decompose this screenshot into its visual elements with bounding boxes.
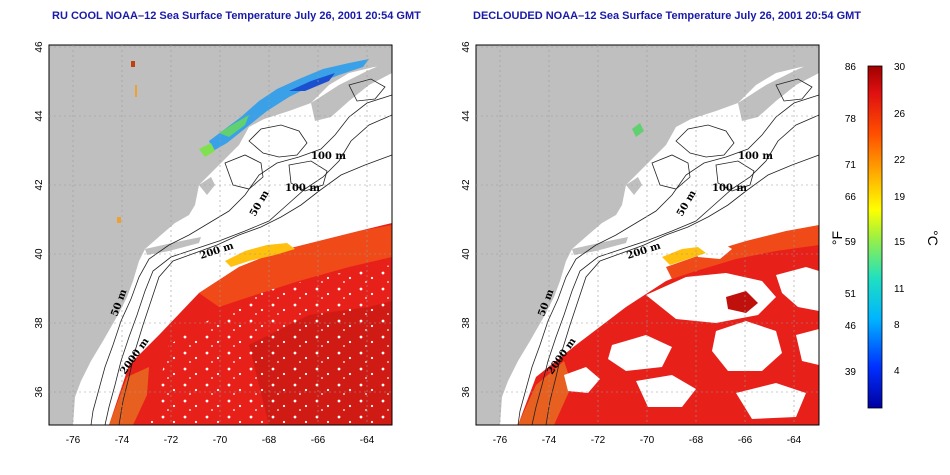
celsius-tick: 22	[894, 155, 906, 166]
y-tick: 42	[34, 179, 45, 191]
right-y-axis: 46 44 42 40 38 36	[461, 41, 472, 398]
x-tick: -76	[493, 435, 508, 446]
celsius-tick: 15	[894, 237, 906, 248]
y-tick: 36	[461, 386, 472, 398]
y-tick: 40	[461, 248, 472, 260]
x-tick: -70	[640, 435, 655, 446]
fahrenheit-tick: 46	[845, 321, 857, 332]
celsius-tick: 11	[894, 284, 905, 295]
contour-label-100m-b: 100 m	[712, 183, 747, 194]
left-panel-title: RU COOL NOAA–12 Sea Surface Temperature …	[52, 10, 421, 22]
colorbar: 86 78 71 66 59 51 46 39 30 26 22 19 15 1…	[829, 62, 941, 409]
y-tick: 38	[34, 317, 45, 329]
fahrenheit-unit-label: °F	[829, 231, 845, 245]
x-tick: -66	[738, 435, 753, 446]
fahrenheit-tick: 39	[845, 367, 857, 378]
y-tick: 42	[461, 179, 472, 191]
fahrenheit-tick: 51	[845, 289, 857, 300]
right-map-panel: 100 m 100 m 50 m 200 m 50 m 2000 m	[475, 44, 820, 426]
x-tick: -68	[689, 435, 704, 446]
contour-label-100m-a: 100 m	[311, 151, 346, 162]
x-tick: -64	[360, 435, 375, 446]
x-tick: -68	[262, 435, 277, 446]
y-tick: 38	[461, 317, 472, 329]
y-tick: 36	[34, 386, 45, 398]
fahrenheit-tick: 78	[845, 114, 857, 125]
fahrenheit-tick: 71	[845, 160, 857, 171]
y-tick: 46	[461, 41, 472, 53]
x-tick: -64	[787, 435, 802, 446]
x-tick: -76	[66, 435, 81, 446]
left-x-axis: -76 -74 -72 -70 -68 -66 -64	[66, 435, 375, 446]
celsius-tick: 8	[894, 320, 900, 331]
contour-label-100m-b: 100 m	[285, 183, 320, 194]
celsius-tick: 30	[894, 62, 906, 73]
right-panel-title: DECLOUDED NOAA–12 Sea Surface Temperatur…	[473, 10, 862, 22]
celsius-tick: 4	[894, 366, 900, 377]
x-tick: -72	[591, 435, 606, 446]
y-tick: 44	[34, 110, 45, 122]
y-tick: 40	[34, 248, 45, 260]
celsius-tick: 19	[894, 192, 906, 203]
left-map-panel: 100 m 100 m 50 m 200 m 50 m 2000 m	[48, 44, 393, 426]
fahrenheit-tick: 86	[845, 62, 857, 73]
fahrenheit-tick: 59	[845, 237, 857, 248]
contour-label-100m-a: 100 m	[738, 151, 773, 162]
right-x-axis: -76 -74 -72 -70 -68 -66 -64	[493, 435, 802, 446]
colorbar-gradient	[867, 65, 883, 409]
x-tick: -74	[115, 435, 130, 446]
celsius-unit-label: °C	[925, 230, 941, 246]
y-tick: 46	[34, 41, 45, 53]
fahrenheit-tick: 66	[845, 192, 857, 203]
x-tick: -70	[213, 435, 228, 446]
celsius-tick: 26	[894, 109, 906, 120]
x-tick: -66	[311, 435, 326, 446]
left-y-axis: 46 44 42 40 38 36	[34, 41, 45, 398]
x-tick: -74	[542, 435, 557, 446]
y-tick: 44	[461, 110, 472, 122]
x-tick: -72	[164, 435, 179, 446]
